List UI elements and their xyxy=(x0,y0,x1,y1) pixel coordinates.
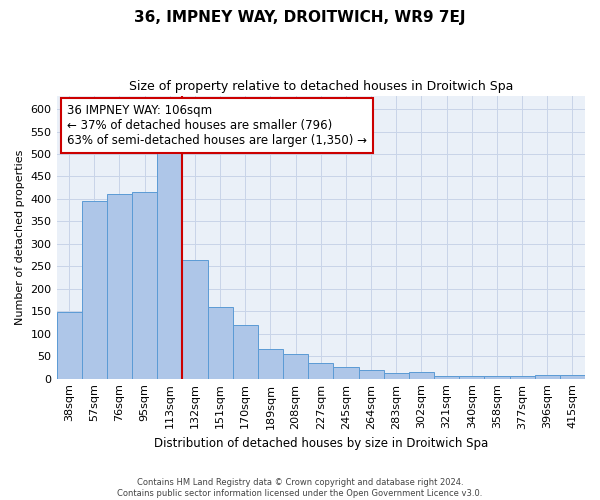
Bar xyxy=(283,354,308,378)
X-axis label: Distribution of detached houses by size in Droitwich Spa: Distribution of detached houses by size … xyxy=(154,437,488,450)
Bar xyxy=(409,372,434,378)
Bar xyxy=(459,376,484,378)
Bar xyxy=(208,307,233,378)
Text: 36 IMPNEY WAY: 106sqm
← 37% of detached houses are smaller (796)
63% of semi-det: 36 IMPNEY WAY: 106sqm ← 37% of detached … xyxy=(67,104,367,147)
Bar xyxy=(182,260,208,378)
Bar xyxy=(434,376,459,378)
Bar xyxy=(383,373,409,378)
Bar xyxy=(334,368,359,378)
Bar xyxy=(359,370,383,378)
Text: Contains HM Land Registry data © Crown copyright and database right 2024.
Contai: Contains HM Land Registry data © Crown c… xyxy=(118,478,482,498)
Bar xyxy=(157,145,182,378)
Bar xyxy=(509,376,535,378)
Bar xyxy=(484,376,509,378)
Bar xyxy=(233,325,258,378)
Bar xyxy=(56,312,82,378)
Bar xyxy=(560,375,585,378)
Text: 36, IMPNEY WAY, DROITWICH, WR9 7EJ: 36, IMPNEY WAY, DROITWICH, WR9 7EJ xyxy=(134,10,466,25)
Bar xyxy=(308,363,334,378)
Title: Size of property relative to detached houses in Droitwich Spa: Size of property relative to detached ho… xyxy=(128,80,513,93)
Bar xyxy=(258,350,283,378)
Bar xyxy=(535,375,560,378)
Bar xyxy=(132,192,157,378)
Y-axis label: Number of detached properties: Number of detached properties xyxy=(15,150,25,325)
Bar xyxy=(82,201,107,378)
Bar xyxy=(107,194,132,378)
